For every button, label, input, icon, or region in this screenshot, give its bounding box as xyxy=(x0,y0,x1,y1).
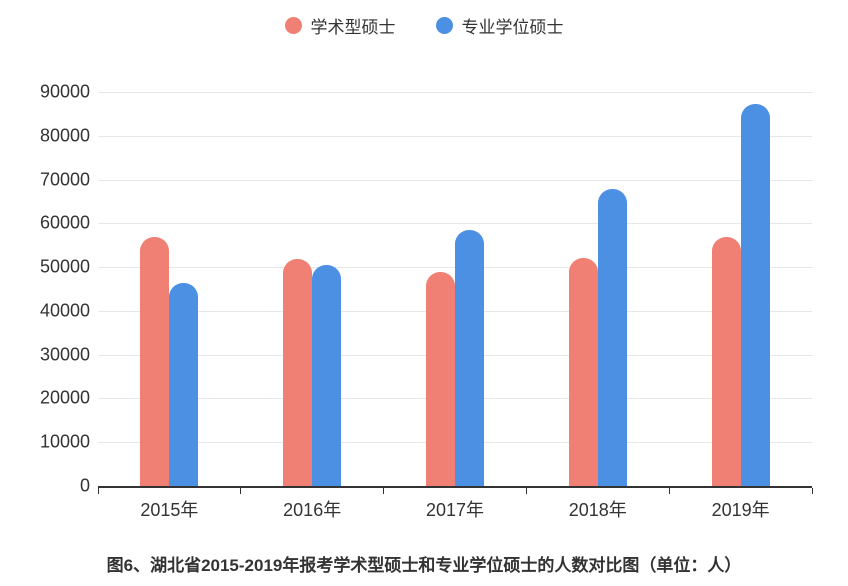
x-axis-category-label: 2019年 xyxy=(711,500,770,520)
y-axis-tick-label: 90000 xyxy=(39,81,90,102)
x-axis-category-label: 2016年 xyxy=(283,500,342,520)
legend-label-professional: 专业学位硕士 xyxy=(461,18,564,37)
bar-2016年-专业学位硕士[interactable] xyxy=(312,264,342,486)
gridline-80000 xyxy=(98,135,812,137)
x-axis-category-label: 2017年 xyxy=(425,500,485,520)
y-axis-tick-label: 30000 xyxy=(39,344,90,365)
y-axis-tick-label: 20000 xyxy=(39,387,90,408)
y-axis-tick-label: 50000 xyxy=(39,256,90,277)
legend-marker-professional-icon xyxy=(435,17,453,34)
gridline-70000 xyxy=(98,179,812,181)
x-axis-tick xyxy=(383,488,385,494)
gridline-90000 xyxy=(98,92,812,93)
bar-2018年-学术型硕士[interactable] xyxy=(568,257,598,486)
bar-2016年-学术型硕士[interactable] xyxy=(283,258,313,486)
bar-2018年-专业学位硕士[interactable] xyxy=(597,189,627,486)
chart-caption: 图6、湖北省2015-2019年报考学术型硕士和专业学位硕士的人数对比图（单位：… xyxy=(106,556,742,575)
legend-item-professional-masters[interactable]: 专业学位硕士 xyxy=(435,13,564,38)
x-axis-category-label: 2018年 xyxy=(568,500,627,520)
bar-2015年-专业学位硕士[interactable] xyxy=(169,283,199,486)
y-axis-tick-label: 60000 xyxy=(39,212,90,233)
y-axis-tick-label: 40000 xyxy=(39,300,90,321)
x-axis-tick xyxy=(668,488,670,494)
x-axis-line xyxy=(98,486,812,488)
legend-item-academic-masters[interactable]: 学术型硕士 xyxy=(284,13,396,38)
x-axis-tick xyxy=(240,488,242,494)
chart-legend: 学术型硕士 专业学位硕士 xyxy=(0,13,848,38)
y-axis-tick-label: 0 xyxy=(79,475,90,496)
y-axis-tick-label: 70000 xyxy=(39,169,90,190)
bar-2017年-学术型硕士[interactable] xyxy=(426,271,455,486)
gridline-60000 xyxy=(98,223,812,225)
legend-label-academic: 学术型硕士 xyxy=(310,18,396,37)
x-axis-category-label: 2015年 xyxy=(140,500,199,520)
x-axis-tick xyxy=(97,488,99,494)
bar-2015年-学术型硕士[interactable] xyxy=(140,237,170,486)
x-axis-tick xyxy=(525,488,527,494)
bar-2017年-专业学位硕士[interactable] xyxy=(455,230,484,486)
y-axis-tick-label: 80000 xyxy=(39,125,90,146)
legend-marker-academic-icon xyxy=(284,17,302,34)
x-axis-tick xyxy=(811,488,813,494)
bar-2019年-学术型硕士[interactable] xyxy=(711,237,741,486)
y-axis-tick-label: 10000 xyxy=(39,431,90,452)
plot-area: 90000 80000 70000 60000 50000 40000 30000 20000… xyxy=(40,82,813,520)
bar-2019年-专业学位硕士[interactable] xyxy=(740,104,770,486)
